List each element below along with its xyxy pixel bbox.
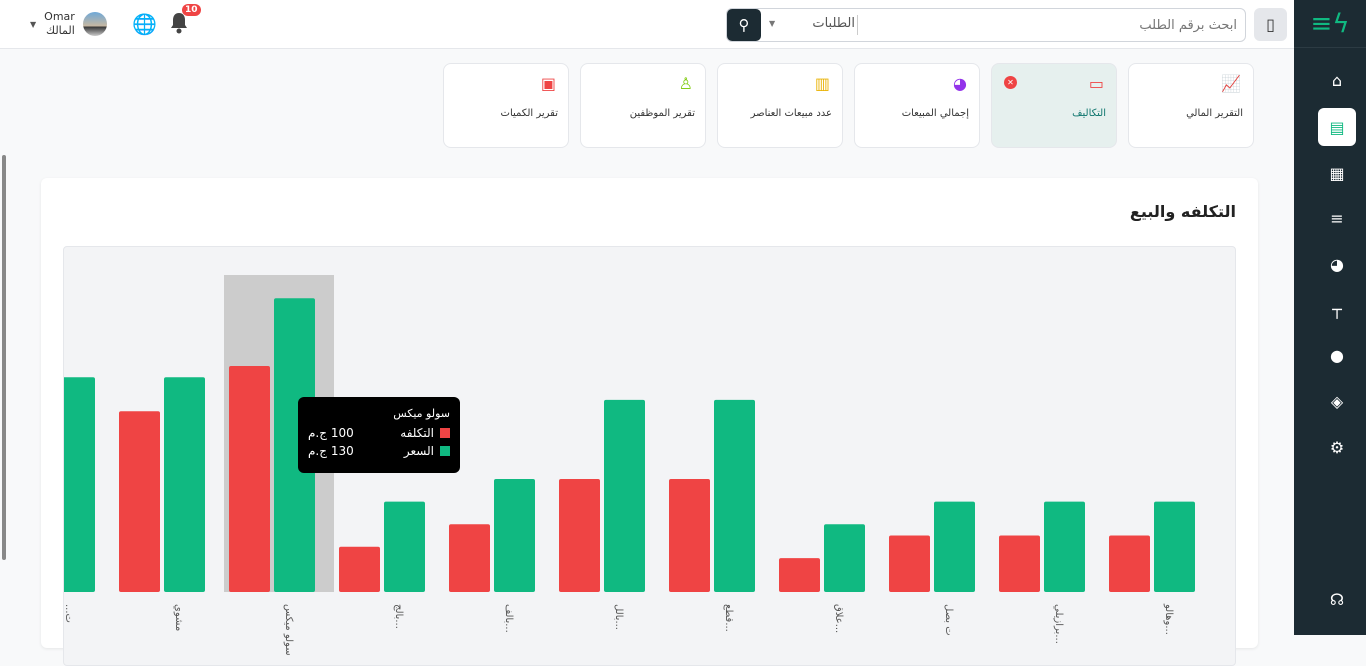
layers-icon[interactable]: ◈ bbox=[1330, 391, 1344, 411]
legend-swatch bbox=[440, 446, 450, 456]
legend-swatch bbox=[440, 428, 450, 438]
bar-cost[interactable] bbox=[559, 479, 600, 592]
sidebar-toggle-button[interactable]: ▯ bbox=[1254, 8, 1287, 41]
tooltip-value: 100 ج.م bbox=[308, 426, 354, 440]
report-card[interactable]: ▭ التكاليف ✕ bbox=[991, 63, 1117, 148]
chart-line-icon: 📈 bbox=[1221, 74, 1241, 93]
card-label: تقرير الموظفين bbox=[629, 108, 695, 119]
notification-badge: 10 bbox=[182, 4, 201, 16]
report-card[interactable]: ▥ عدد مبيعات العناصر bbox=[717, 63, 843, 148]
tooltip-value: 130 ج.م bbox=[308, 444, 354, 458]
report-card[interactable]: ◕ إجمالي المبيعات bbox=[854, 63, 980, 148]
x-tick-label: بالل... bbox=[613, 604, 624, 630]
bar-cost[interactable] bbox=[999, 535, 1040, 593]
panel-title: التكلفه والبيع bbox=[1129, 202, 1236, 221]
bar-cost[interactable] bbox=[229, 366, 270, 592]
chart-tooltip: سولو ميكس التكلفه 100 ج.م السعر 130 ج.م bbox=[298, 397, 460, 473]
cashier-icon[interactable]: ▦ bbox=[1329, 163, 1345, 183]
user-menu[interactable]: ▼ Omar المالك bbox=[30, 10, 107, 38]
chevron-down-icon: ▼ bbox=[30, 19, 37, 29]
bar-price[interactable] bbox=[1044, 501, 1085, 592]
search-icon: ⚲ bbox=[738, 16, 750, 34]
x-tick-label: علاق... bbox=[833, 604, 844, 633]
avatar[interactable] bbox=[82, 12, 107, 36]
bar-cost[interactable] bbox=[1109, 535, 1150, 593]
card-label: تقرير الكميات bbox=[500, 108, 558, 119]
bar-price[interactable] bbox=[934, 501, 975, 592]
support-icon[interactable]: ☊ bbox=[1329, 589, 1345, 609]
divider bbox=[857, 15, 858, 35]
bar-price[interactable] bbox=[384, 501, 425, 592]
tooltip-label: السعر bbox=[403, 444, 434, 458]
bar-price[interactable] bbox=[64, 377, 95, 592]
report-icon[interactable]: ▤ bbox=[1318, 108, 1356, 146]
close-icon[interactable]: ✕ bbox=[1004, 76, 1017, 89]
x-tick-label: برازيلي... bbox=[1053, 604, 1064, 644]
archive-icon: ▣ bbox=[540, 74, 556, 93]
sidebar: ≡ϟ ⌂ ▤ ▦ ≡ ◕ ┬ ● ◈ ⚙ ☊ bbox=[1294, 0, 1366, 635]
x-tick-label: قطع... bbox=[723, 604, 734, 632]
bar-price[interactable] bbox=[824, 524, 865, 592]
bar-chart-icon: ▥ bbox=[814, 74, 830, 93]
bar-price[interactable] bbox=[714, 399, 755, 592]
logo-icon: ≡ϟ bbox=[1294, 0, 1366, 48]
bar-price[interactable] bbox=[274, 298, 315, 592]
x-tick-label: وهالو... bbox=[1163, 603, 1174, 635]
x-tick-label: ...ت bbox=[64, 604, 74, 623]
x-tick-label: بالج... bbox=[393, 604, 404, 629]
list-icon[interactable]: ≡ bbox=[1330, 208, 1344, 228]
search-bar: ⚲ ▼ الطلبات bbox=[726, 8, 1246, 42]
panel-icon: ▯ bbox=[1266, 15, 1275, 34]
user-name: Omar bbox=[44, 10, 75, 23]
bar-price[interactable] bbox=[494, 479, 535, 592]
bell-icon[interactable] bbox=[168, 11, 190, 35]
settings-icon[interactable]: ⚙ bbox=[1329, 437, 1345, 457]
card-label: إجمالي المبيعات bbox=[901, 108, 969, 119]
report-card[interactable]: 📈 التقرير المالي bbox=[1128, 63, 1254, 148]
scrollbar[interactable] bbox=[2, 155, 6, 560]
user-role: المالك bbox=[46, 24, 75, 37]
search-category-select[interactable]: الطلبات bbox=[812, 16, 855, 31]
bar-cost[interactable] bbox=[339, 546, 380, 592]
chart-plot: وهالو... برازيلي... ت بصل علاق... قطع... بالل… bbox=[63, 246, 1236, 666]
bar-cost[interactable] bbox=[669, 479, 710, 592]
food-icon[interactable]: ◕ bbox=[1330, 254, 1344, 274]
bar-cost[interactable] bbox=[889, 535, 930, 593]
x-tick-label: مشوي bbox=[173, 604, 184, 631]
bar-price[interactable] bbox=[1154, 501, 1195, 592]
bar-chart: وهالو... برازيلي... ت بصل علاق... قطع... بالل… bbox=[64, 275, 1195, 656]
chevron-down-icon[interactable]: ▼ bbox=[769, 19, 776, 28]
report-card[interactable]: ♙ تقرير الموظفين bbox=[580, 63, 706, 148]
money-icon: ▭ bbox=[1088, 74, 1104, 93]
bar-price[interactable] bbox=[164, 377, 205, 592]
table-icon[interactable]: ┬ bbox=[1332, 299, 1342, 319]
card-label: التكاليف bbox=[1072, 108, 1106, 119]
card-label: التقرير المالي bbox=[1186, 108, 1243, 119]
pie-chart-icon: ◕ bbox=[953, 74, 967, 93]
bar-cost[interactable] bbox=[449, 524, 490, 592]
home-icon[interactable]: ⌂ bbox=[1331, 70, 1343, 90]
bar-cost[interactable] bbox=[119, 411, 160, 592]
tooltip-label: التكلفه bbox=[400, 426, 434, 440]
search-input[interactable] bbox=[863, 13, 1237, 37]
chart-panel: التكلفه والبيع وهالو... برازيلي... ت بصل عل… bbox=[41, 178, 1258, 666]
x-tick-label: سولو ميكس bbox=[283, 604, 294, 656]
card-label: عدد مبيعات العناصر bbox=[750, 108, 832, 119]
user-icon[interactable]: ● bbox=[1330, 345, 1344, 365]
tooltip-title: سولو ميكس bbox=[393, 407, 450, 420]
x-tick-label: ت بصل bbox=[943, 604, 954, 636]
search-button[interactable]: ⚲ bbox=[727, 9, 761, 41]
bar-price[interactable] bbox=[604, 399, 645, 592]
x-tick-label: بالف... bbox=[503, 604, 514, 633]
bar-cost[interactable] bbox=[779, 558, 820, 592]
report-card[interactable]: ▣ تقرير الكميات bbox=[443, 63, 569, 148]
person-icon: ♙ bbox=[678, 74, 693, 93]
globe-icon[interactable]: 🌐 bbox=[132, 12, 157, 36]
